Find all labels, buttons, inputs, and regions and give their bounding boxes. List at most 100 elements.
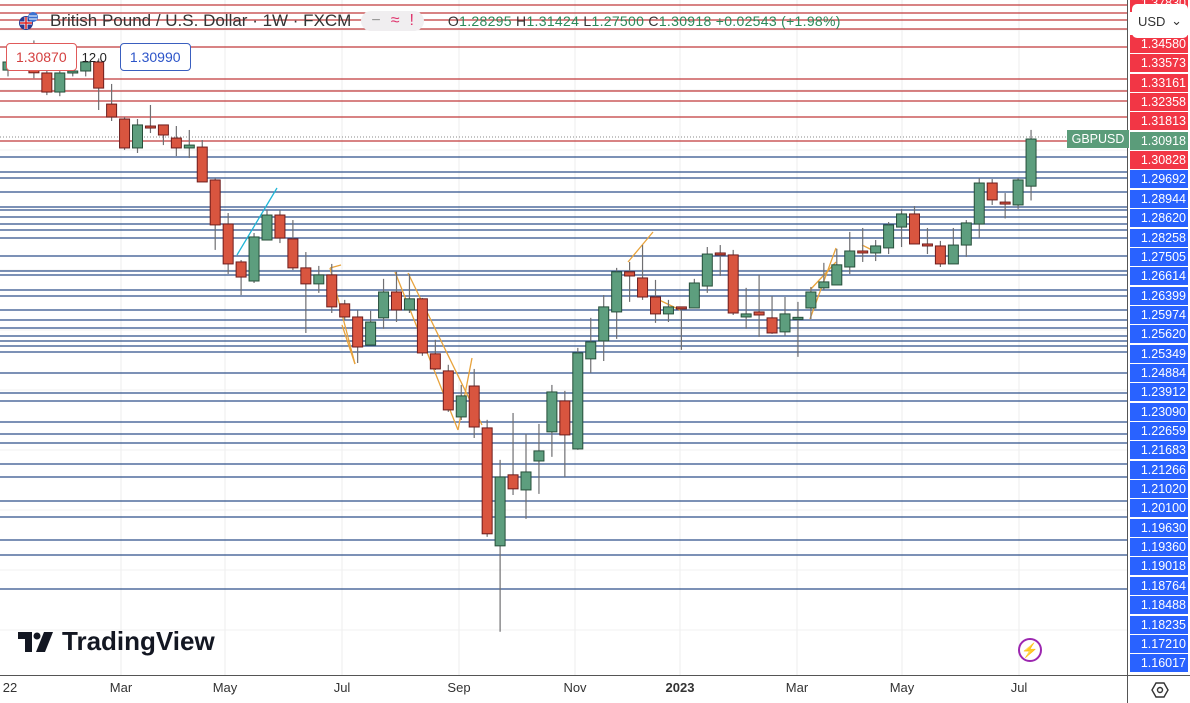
change-value: +0.02543 (+1.98%) — [715, 13, 841, 29]
price-level-label: 1.26614 — [1130, 267, 1188, 286]
gear-icon — [1150, 681, 1169, 698]
settings-button[interactable] — [1127, 675, 1190, 703]
price-level-label: 1.20100 — [1130, 499, 1188, 518]
time-axis-label: Mar — [785, 680, 809, 695]
candle-down — [753, 311, 765, 316]
price-level-label: 1.18764 — [1130, 576, 1188, 595]
symbol-title[interactable]: British Pound / U.S. Dollar · 1W · FXCM — [50, 11, 352, 30]
price-level-label: 1.19360 — [1130, 538, 1188, 557]
currency-dropdown[interactable]: USD ⌄ — [1132, 4, 1188, 38]
candle-up — [818, 281, 830, 289]
time-axis[interactable]: 22 Mar May Jul Sep Nov 2023 Mar May Jul — [0, 675, 1127, 703]
time-axis-label: May — [212, 680, 238, 695]
candle-down — [624, 271, 636, 277]
currency-label: USD — [1138, 13, 1166, 29]
logo-text: TradingView — [62, 626, 215, 656]
price-level-label: 1.21683 — [1130, 441, 1188, 460]
price-level-label: 1.18235 — [1130, 615, 1188, 634]
lightning-icon[interactable]: ⚡ — [1018, 638, 1042, 662]
candle-down — [287, 238, 299, 269]
tradingview-logo[interactable]: TradingView — [18, 626, 215, 657]
candle-down — [637, 277, 649, 298]
candle-down — [222, 223, 234, 265]
time-axis-label: Mar — [109, 680, 133, 695]
price-axis[interactable]: 1.378301.345801.335731.331611.323581.318… — [1127, 0, 1190, 675]
price-level-label: 1.29692 — [1130, 170, 1188, 189]
close-label: C — [648, 13, 659, 29]
candle-down — [106, 103, 118, 118]
candle-down — [429, 353, 441, 370]
candle-up — [403, 298, 415, 311]
candle-up — [132, 124, 143, 149]
candle-up — [533, 450, 545, 462]
price-level-label: 1.18488 — [1130, 596, 1188, 615]
chart-header: British Pound / U.S. Dollar · 1W · FXCM … — [18, 10, 841, 32]
time-axis-label: Jul — [333, 680, 351, 695]
trendline-drawing — [341, 324, 356, 365]
price-level-label: 1.22659 — [1130, 422, 1188, 440]
price-level-label: 1.33573 — [1130, 54, 1188, 73]
price-level-label: 1.27505 — [1130, 247, 1188, 266]
trendline-drawing — [627, 231, 654, 263]
price-level-label: 1.25974 — [1130, 305, 1188, 324]
candle-up — [378, 291, 390, 319]
candle-down — [909, 213, 920, 245]
candle-down — [144, 125, 156, 129]
candle-down — [727, 254, 739, 314]
candle-up — [844, 250, 856, 268]
candle-down — [300, 267, 312, 285]
gb-us-flag-icon — [18, 10, 40, 32]
price-level-label: 1.21266 — [1130, 460, 1188, 479]
candle-down — [416, 298, 428, 354]
candle-down — [934, 245, 946, 265]
candle-down — [157, 124, 169, 136]
candle-down — [391, 291, 402, 311]
candle-up — [960, 222, 972, 246]
candle-down — [352, 316, 364, 348]
candle-up — [80, 61, 92, 72]
candle-down — [196, 146, 208, 183]
price-level-label: 1.25620 — [1130, 325, 1188, 344]
open-value: 1.28295 — [459, 13, 512, 29]
price-level-label: 1.30828 — [1130, 151, 1188, 170]
time-axis-label: 2023 — [665, 680, 695, 695]
candle-down — [274, 214, 286, 239]
trendline-drawing — [457, 357, 473, 431]
symbol-price-tag: GBPUSD — [1067, 130, 1129, 148]
price-chart[interactable] — [0, 0, 1127, 675]
candle-up — [947, 244, 959, 265]
price-level-label: 1.23912 — [1130, 383, 1188, 402]
candle-down — [999, 201, 1011, 205]
candle-up — [261, 214, 273, 241]
sell-button[interactable]: 1.30870 — [6, 43, 77, 71]
trendline-drawing — [236, 187, 278, 256]
buy-button[interactable]: 1.30990 — [119, 43, 191, 71]
candle-down — [170, 137, 182, 149]
close-value: 1.30918 — [658, 13, 712, 29]
candle-up — [779, 313, 791, 333]
price-level-label: 1.28620 — [1130, 209, 1188, 228]
price-level-label: 1.21020 — [1130, 480, 1188, 499]
candle-up — [455, 395, 467, 418]
candle-up — [883, 224, 895, 249]
candle-down — [507, 474, 519, 490]
candle-down — [481, 427, 493, 535]
minus-icon: − — [371, 12, 381, 29]
candle-up — [520, 471, 532, 491]
price-level-label: 1.16017 — [1130, 654, 1188, 673]
low-value: 1.27500 — [591, 13, 645, 29]
price-level-label: 1.23090 — [1130, 402, 1188, 421]
time-axis-label: Sep — [447, 680, 471, 695]
price-level-label: 1.31813 — [1130, 112, 1188, 131]
chart-canvas[interactable] — [0, 0, 1127, 675]
price-level-label: 1.28258 — [1130, 228, 1188, 247]
candle-down — [675, 306, 687, 310]
candle-down — [921, 243, 933, 247]
status-pill[interactable]: − ≈ ! — [361, 11, 424, 31]
chevron-down-icon: ⌄ — [1171, 13, 1182, 28]
candle-down — [326, 274, 338, 308]
price-level-label: 1.30918 — [1130, 131, 1188, 150]
candle-down — [93, 61, 105, 89]
time-axis-label: May — [889, 680, 915, 695]
candle-down — [41, 72, 53, 93]
